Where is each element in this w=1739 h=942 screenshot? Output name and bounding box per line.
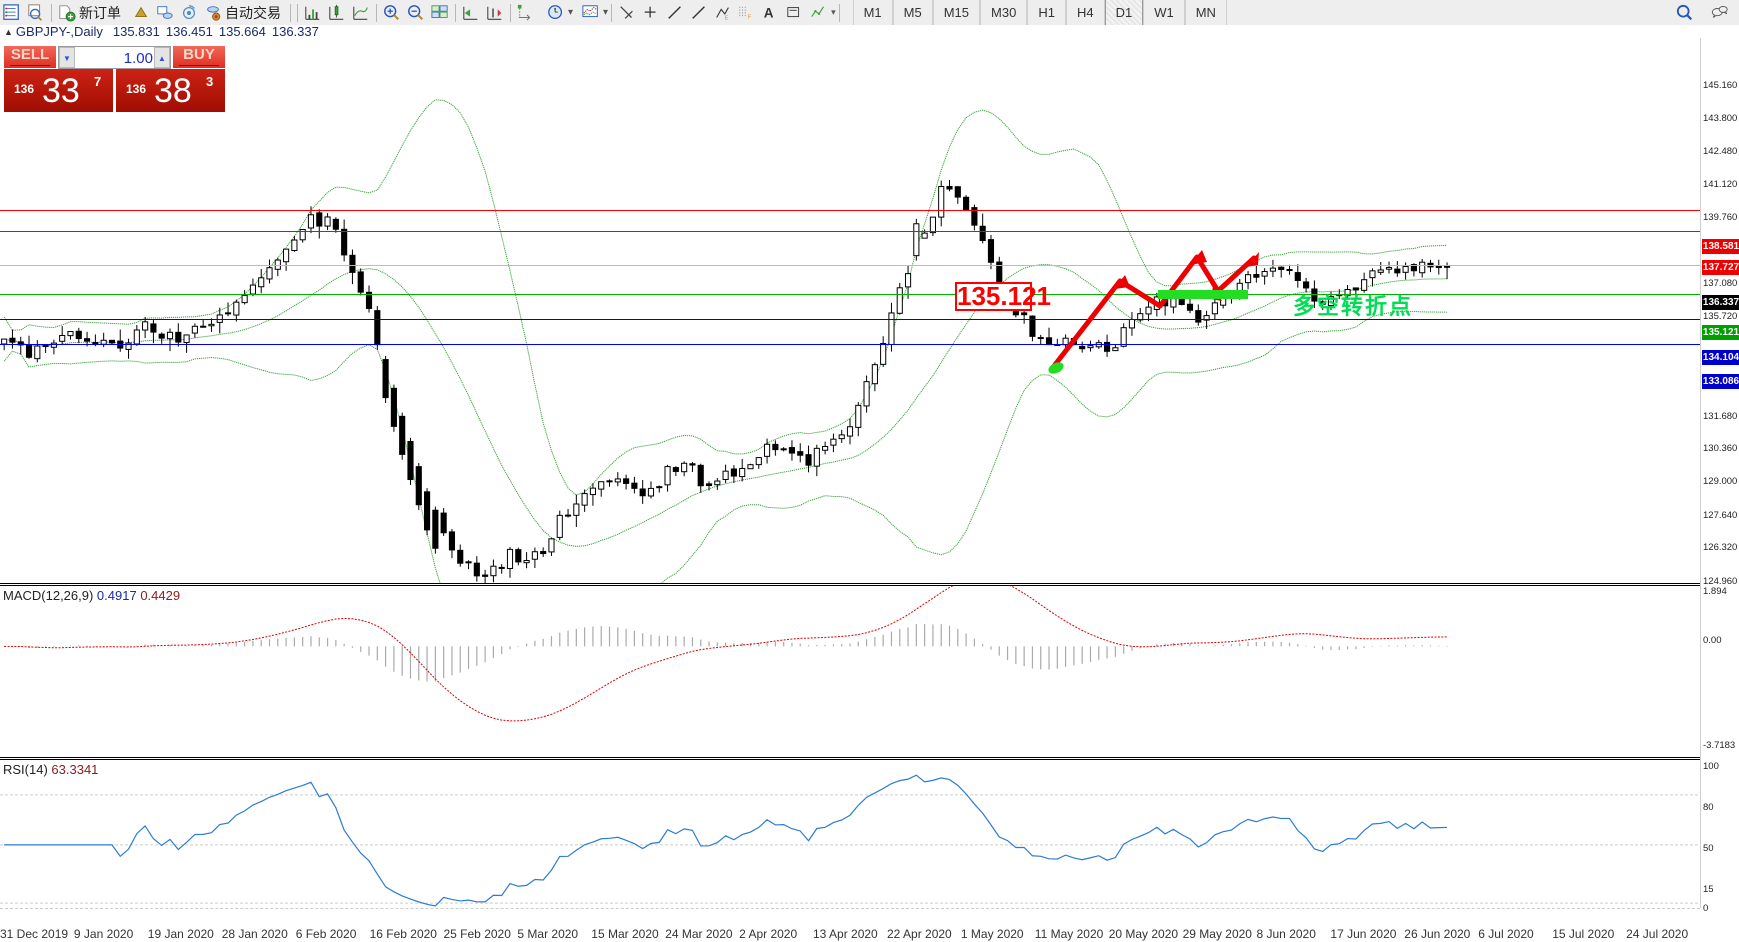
svg-text:E: E: [725, 15, 729, 21]
svg-text:F: F: [748, 14, 752, 20]
svg-text:A: A: [764, 5, 774, 20]
